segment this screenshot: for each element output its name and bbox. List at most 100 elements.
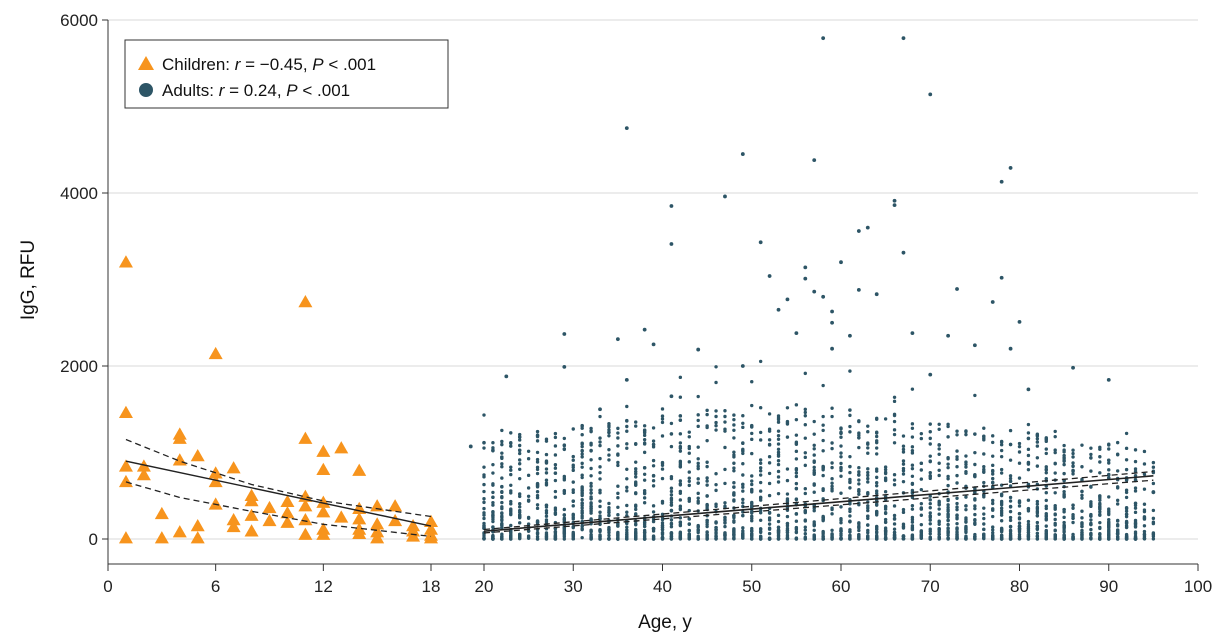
adult-point	[553, 534, 558, 539]
legend-text-part: Adults:	[162, 81, 219, 100]
adult-point	[812, 447, 816, 451]
adult-point	[776, 450, 781, 455]
adult-point	[839, 260, 843, 265]
adult-point	[526, 457, 531, 461]
adult-point	[696, 461, 700, 466]
adult-point	[821, 465, 825, 469]
adult-point	[1053, 504, 1057, 508]
adult-point	[607, 525, 611, 530]
adult-point	[1026, 431, 1031, 435]
adult-point	[642, 496, 647, 500]
adult-point	[964, 429, 968, 434]
adult-point	[598, 491, 602, 495]
adult-point	[857, 473, 861, 477]
adult-point	[830, 528, 834, 532]
adult-point	[598, 533, 602, 537]
adult-point	[1044, 437, 1048, 441]
adult-point	[892, 530, 897, 535]
adult-point	[598, 477, 602, 481]
adult-point	[919, 477, 924, 481]
adult-point	[678, 498, 683, 502]
adult-point	[482, 446, 486, 450]
adult-point	[901, 36, 906, 41]
adult-point	[696, 418, 700, 423]
adult-point	[812, 528, 816, 533]
adult-point	[553, 495, 558, 499]
adult-point	[500, 518, 504, 523]
adult-point	[562, 447, 567, 451]
adult-point	[946, 333, 950, 338]
adult-point	[812, 490, 816, 494]
adult-point	[955, 465, 959, 469]
adult-point	[1098, 505, 1102, 509]
adult-point	[580, 493, 584, 498]
adult-point	[1115, 537, 1120, 541]
adult-point	[518, 505, 522, 509]
adult-point	[678, 523, 683, 528]
adult-point	[812, 289, 817, 294]
adult-point	[651, 473, 656, 478]
adult-point	[794, 536, 799, 540]
adult-point	[482, 475, 486, 479]
adult-point	[580, 461, 584, 466]
adult-point	[1017, 537, 1022, 541]
legend-box	[124, 39, 449, 109]
adult-point	[928, 501, 932, 506]
adult-point	[535, 450, 540, 455]
adult-point	[892, 413, 897, 418]
adult-point	[776, 530, 781, 535]
adult-point	[535, 489, 540, 494]
adult-point	[839, 529, 843, 533]
adult-point	[1080, 509, 1084, 513]
adult-point	[1017, 511, 1022, 516]
adult-point	[1080, 493, 1084, 497]
adult-point	[723, 467, 727, 472]
adult-point	[741, 447, 745, 452]
adult-point	[848, 413, 852, 418]
adult-point	[660, 414, 665, 418]
adult-point	[634, 424, 638, 428]
adult-point	[946, 483, 950, 488]
adult-point	[767, 438, 772, 442]
adult-point	[660, 501, 665, 505]
adult-point	[491, 537, 495, 541]
adult-point	[1035, 432, 1040, 436]
adult-point	[937, 535, 941, 540]
adult-point	[999, 179, 1004, 184]
adult-point	[866, 480, 870, 484]
child-point	[244, 524, 259, 537]
adult-point	[571, 534, 575, 538]
y-axis-title: IgG, RFU	[18, 240, 39, 320]
adult-point	[1008, 537, 1013, 541]
adult-point	[812, 465, 816, 470]
adult-point	[910, 426, 915, 430]
child-point	[316, 444, 331, 457]
adult-point	[785, 478, 790, 483]
adult-point	[857, 470, 861, 474]
adult-point	[669, 486, 674, 490]
adult-point	[562, 443, 567, 447]
adult-point	[794, 433, 799, 437]
adult-point	[500, 484, 504, 489]
adult-point	[955, 287, 959, 291]
adult-point	[1035, 511, 1040, 515]
adult-point	[723, 533, 727, 538]
adult-point	[964, 460, 968, 464]
adult-point	[839, 505, 843, 509]
adult-point	[830, 481, 834, 485]
adult-point	[928, 498, 932, 502]
adult-point	[1053, 462, 1057, 466]
adult-point	[1124, 458, 1129, 462]
adult-point	[625, 528, 629, 532]
adult-point	[857, 466, 861, 470]
adult-point	[669, 530, 674, 535]
adult-point	[803, 407, 807, 412]
adult-point	[660, 526, 665, 530]
adult-point	[892, 513, 897, 518]
adult-point	[767, 274, 772, 278]
child-point	[154, 506, 169, 520]
adult-point	[714, 380, 718, 385]
adult-point	[892, 399, 897, 404]
adult-point	[616, 431, 620, 435]
adult-point	[946, 497, 950, 502]
